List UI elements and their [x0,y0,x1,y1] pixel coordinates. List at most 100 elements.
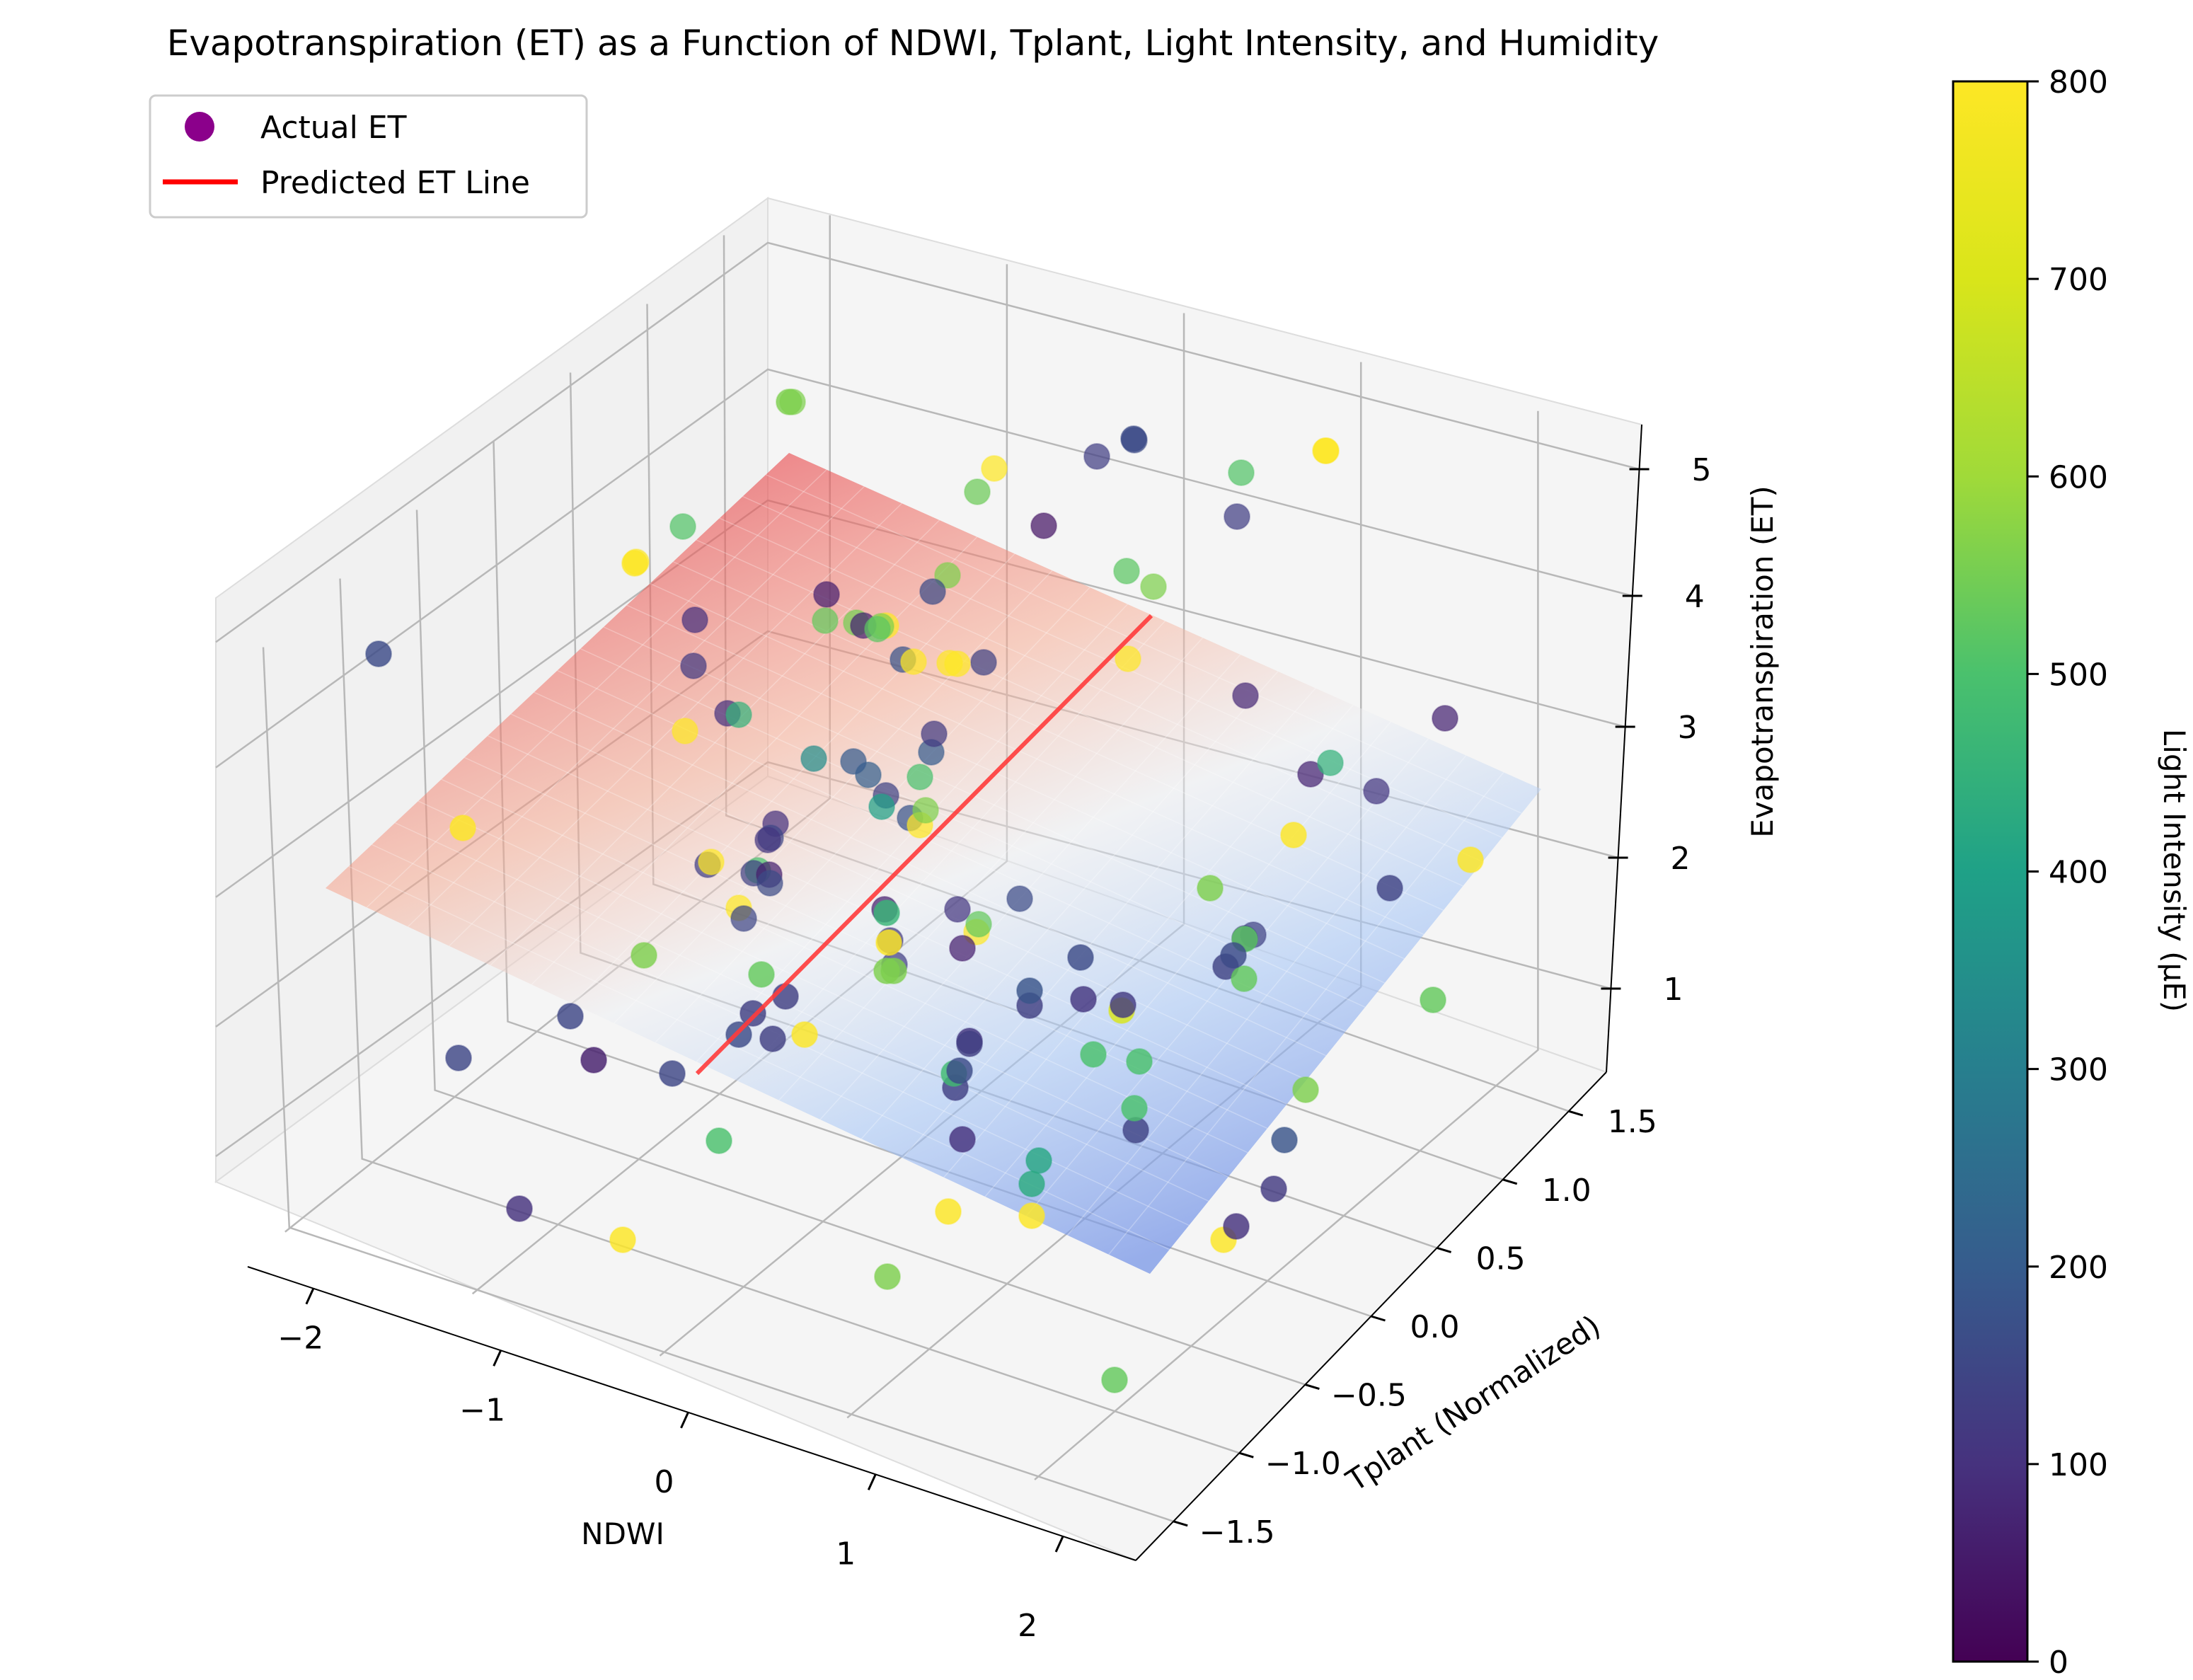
data-point [944,896,971,923]
predicted-et-line [695,614,1153,1076]
x-tick-label: −1 [459,1392,505,1428]
y-tick-label: −1.0 [1265,1446,1341,1482]
data-point [1110,991,1136,1018]
data-point [874,1263,901,1290]
colorbar-gradient [1952,80,2029,1663]
x-tick-mark [493,1350,502,1367]
axes-frame: 1 2 3 4 5 −2 −1 0 1 2 −1.5 −1.0 −0.50.0 0.5 1.0 1.5 [247,424,1712,1644]
data-point [748,961,775,988]
z-tick-label: 5 [1692,452,1712,488]
surface-mesh-line [1066,755,1467,1236]
surface-mesh-line [1108,771,1504,1255]
data-point [754,827,781,853]
data-point [935,1198,962,1225]
legend-box [149,94,588,219]
data-point [759,1025,786,1052]
data-point [906,764,933,790]
data-point [580,1047,607,1074]
x-gridline [1034,410,1539,1480]
x-tick-mark [1054,1536,1064,1553]
data-point [1260,1175,1287,1202]
y-tick-label: 1.5 [1608,1104,1657,1140]
colorbar-tick-label: 800 [2049,64,2108,100]
colorbar-tick-label: 0 [2049,1645,2068,1680]
colorbar-tick-label: 500 [2049,657,2108,693]
surface-mesh-line [534,691,1327,1057]
colorbar-tick-label: 100 [2049,1447,2108,1483]
data-point [772,983,799,1010]
y-gridline [339,578,1240,1454]
surface-mesh-line [614,570,1053,1024]
z-tick-label: 3 [1678,710,1698,746]
data-point [1223,1213,1250,1240]
data-point [949,935,976,962]
data-point [964,478,991,505]
surface-mesh-line [441,778,1248,1153]
data-point [1376,875,1403,902]
data-point [669,513,696,540]
surface-mesh-line [719,517,1483,863]
data-point [1313,437,1340,464]
scatter-points [365,389,1484,1393]
surface-mesh-line [765,474,1522,814]
x-tick-label: 0 [654,1464,674,1500]
data-point [919,578,946,605]
data-point [921,720,948,747]
z-axis-spine [1606,424,1642,1073]
data-point [812,607,839,634]
data-point [621,550,648,577]
surface-mesh-line [943,704,1354,1178]
data-point [1126,1048,1153,1075]
z-tick-label: 2 [1671,841,1691,877]
data-point [776,389,802,415]
legend: Actual ET Predicted ET Line [149,94,588,219]
y-tick-mark [1568,1110,1584,1117]
data-point [1115,645,1141,672]
data-point [1232,682,1259,709]
surface-mesh-line [902,688,1316,1158]
data-point [1224,503,1250,530]
x-tick-label: −2 [277,1321,323,1357]
data-point [1113,558,1140,585]
data-point [1101,1367,1128,1393]
data-point [1018,1202,1045,1229]
data-point [944,650,971,677]
data-point [725,1021,752,1048]
data-point [449,815,476,841]
surface-mesh-line [860,671,1279,1139]
data-point [725,701,752,728]
y-tick-label: 0.0 [1410,1309,1460,1345]
data-point [873,899,900,926]
colorbar-tick-label: 400 [2049,855,2108,891]
data-point [970,649,997,676]
data-point [946,1057,973,1084]
data-point [1030,512,1057,539]
data-point [739,1000,766,1027]
colorbar-tick-label: 300 [2049,1052,2108,1088]
data-point [1432,705,1458,732]
colorbar-ticks: 0 100 200 300 400 500 600 700 800 [2027,64,2108,1680]
colorbar-label: Light Intensity (µE) [2157,729,2192,1012]
data-point [813,581,840,608]
surface-mesh-line [626,604,1405,960]
legend-label-predicted-line: Predicted ET Line [260,165,530,201]
data-point [1457,846,1484,873]
data-point [698,848,725,875]
surface-mesh-line [418,800,1228,1178]
data-point [1317,749,1344,776]
z-axis-label: Evapotranspiration (ET) [1745,485,1780,838]
surface-mesh-line [531,536,978,985]
data-point [981,455,1008,482]
z-tick-label: 4 [1685,579,1705,615]
data-point [1018,1170,1045,1197]
data-point [949,1126,976,1153]
y-gridline [415,510,1306,1386]
data-point [840,748,867,775]
surface-mesh-line [510,713,1307,1081]
colorbar-tick-label: 600 [2049,459,2108,495]
legend-marker-actual-et [185,112,214,142]
data-point [965,911,992,938]
data-point [864,616,891,643]
data-point [934,562,961,589]
surface-mesh-line [572,553,1015,1005]
